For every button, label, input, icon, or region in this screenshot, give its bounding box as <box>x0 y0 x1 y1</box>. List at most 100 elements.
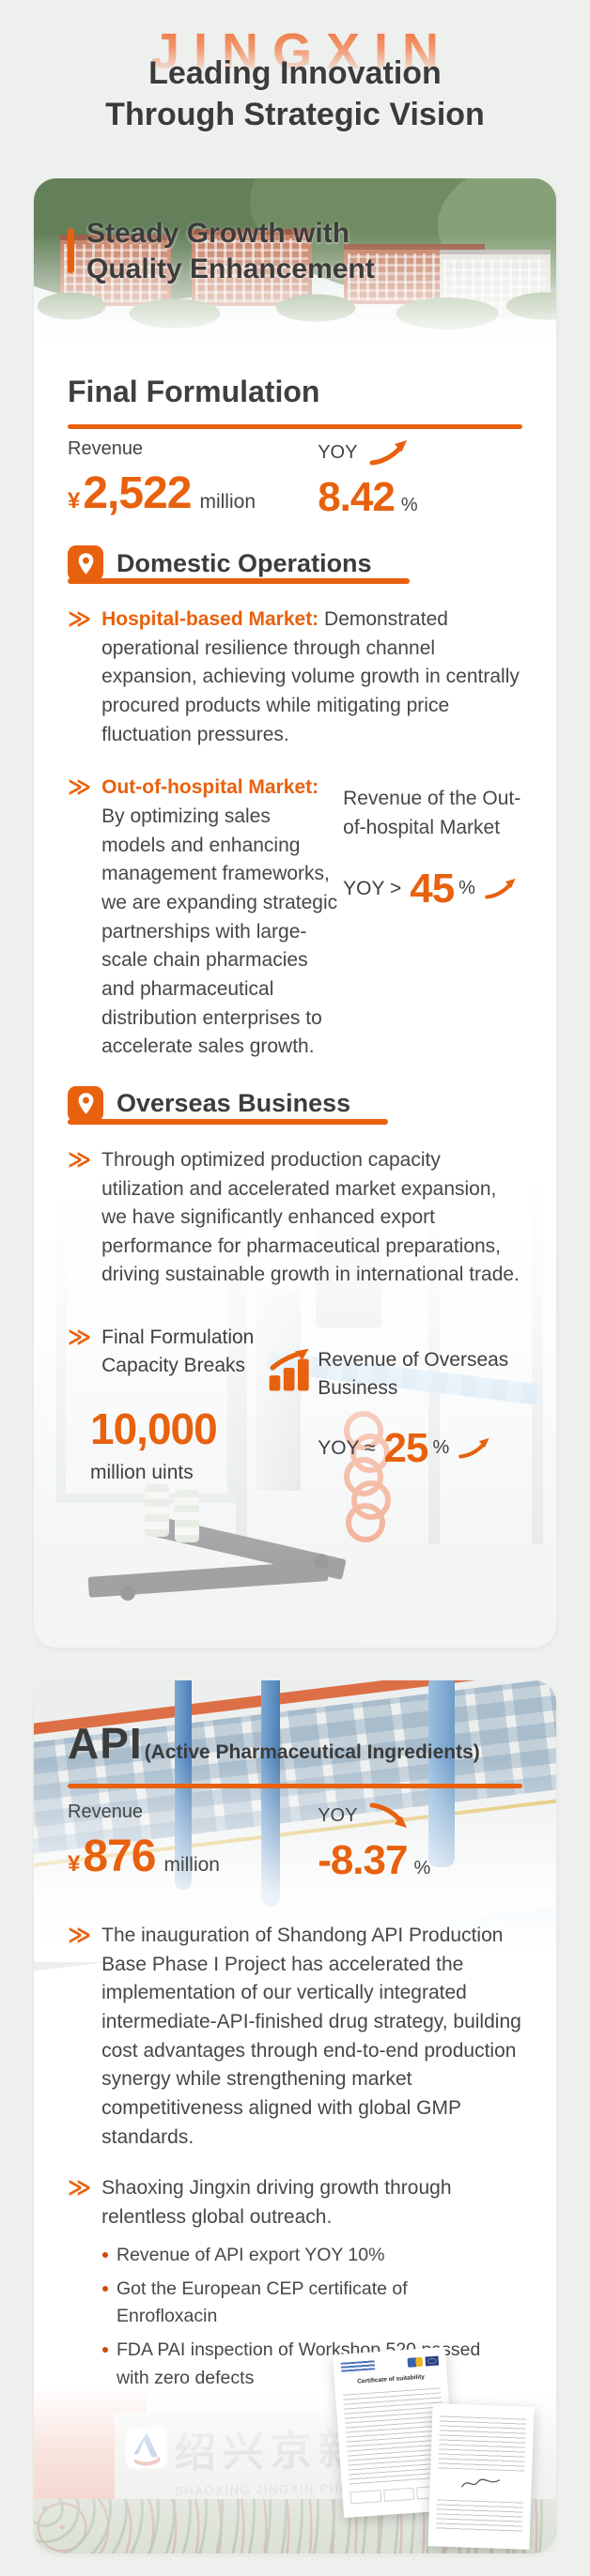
card1-revenue-row: Revenue ¥ 2,522 million YOY <box>68 438 522 521</box>
bullet-text: Through optimized production capacity ut… <box>101 1148 520 1286</box>
revenue-unit: million <box>163 1854 220 1876</box>
hero-title-line1: Steady Growth with <box>86 218 350 249</box>
currency-symbol: ¥ <box>68 488 81 514</box>
card1-body: Final Formulation Revenue ¥ 2,522 millio… <box>34 375 556 1484</box>
out-of-hospital-bullet: ≫ Out-of-hospital Market: By optimizing … <box>68 774 522 1062</box>
signature-icon <box>461 2478 501 2488</box>
capacity-caption: Final Formulation Capacity Breaks <box>101 1326 255 1376</box>
bullet-text: Demonstrated operational resilience thro… <box>101 608 520 745</box>
trend-up-icon <box>458 1438 489 1459</box>
edqm-logo <box>407 2356 424 2368</box>
dot-icon <box>102 2285 108 2292</box>
jingxin-watermark: JINGXIN <box>0 23 590 81</box>
out-of-hospital-stat: Revenue of the Out-of-hospital Market YO… <box>339 774 522 1062</box>
letterhead-lines <box>340 2360 376 2372</box>
segment-title: API <box>68 1719 143 1768</box>
revenue-block: Revenue ¥ 876 million <box>68 1802 318 1884</box>
dot-icon <box>102 2251 108 2258</box>
chevron-marker-icon: ≫ <box>68 1923 92 1948</box>
chevron-marker-icon: ≫ <box>68 774 92 801</box>
list-item-text: Got the European CEP certificate of Enro… <box>116 2277 408 2327</box>
global-outreach-bullet: ≫ Shaoxing Jingxin driving growth throug… <box>68 2174 522 2231</box>
segment-subtitle: (Active Pharmaceutical Ingredients) <box>144 1741 480 1763</box>
yoy-value: 8.42 <box>318 474 396 520</box>
api-title-row: API (Active Pharmaceutical Ingredients) <box>68 1718 522 1769</box>
capacity-unit: million uints <box>90 1462 194 1484</box>
list-item-text: Revenue of API export YOY 10% <box>116 2244 385 2265</box>
card2-body: API (Active Pharmaceutical Ingredients) … <box>34 1718 556 2392</box>
stat-label: YOY ≈ <box>318 1436 376 1459</box>
divider <box>68 424 522 429</box>
document-text-lines <box>435 2499 524 2535</box>
trend-up-icon <box>485 878 516 899</box>
chevron-marker-icon: ≫ <box>68 606 92 632</box>
list-item: FDA PAI inspection of Workshop 520 passe… <box>102 2337 522 2392</box>
chevron-marker-icon: ≫ <box>68 1146 92 1173</box>
company-logo <box>126 2427 167 2469</box>
page-title: Leading Innovation Through Strategic Vis… <box>0 0 590 135</box>
bar-chart-growth-icon <box>269 1348 309 1391</box>
currency-symbol: ¥ <box>68 1851 81 1877</box>
capacity-stat: ≫ Final Formulation Capacity Breaks 10,0… <box>68 1324 318 1484</box>
revenue-unit: million <box>199 491 256 513</box>
achievement-list: Revenue of API export YOY 10% Got the Eu… <box>102 2242 522 2392</box>
bullet-lead: Out-of-hospital Market: <box>101 776 319 799</box>
section-heading-label: Overseas Business <box>116 1089 351 1118</box>
yoy-unit: % <box>413 1858 431 1878</box>
trend-down-icon <box>369 1802 408 1828</box>
hospital-market-bullet: ≫ Hospital-based Market: Demonstrated op… <box>68 606 522 749</box>
stat-caption: Revenue of the Out-of-hospital Market <box>343 788 521 838</box>
section-heading-label: Domestic Operations <box>116 548 372 577</box>
location-pin-icon <box>68 545 103 581</box>
capacity-value: 10,000 <box>90 1404 218 1454</box>
stat-unit: % <box>458 878 475 899</box>
yoy-value: -8.37 <box>318 1837 408 1883</box>
domestic-operations-heading: Domestic Operations <box>68 545 410 584</box>
yoy-unit: % <box>400 495 418 515</box>
location-pin-icon <box>68 1085 103 1122</box>
segment-title: Final Formulation <box>68 375 320 408</box>
factory-photo <box>34 1680 556 1973</box>
page-title-line2: Through Strategic Vision <box>105 97 485 133</box>
revenue-label: Revenue <box>68 438 144 459</box>
stat-value: 45 <box>410 865 455 912</box>
trend-up-icon <box>369 440 408 466</box>
final-formulation-card: Steady Growth with Quality Enhancement F… <box>34 178 556 1648</box>
yoy-label: YOY <box>318 1804 358 1826</box>
api-card: API (Active Pharmaceutical Ingredients) … <box>34 1680 556 2553</box>
yoy-label: YOY <box>318 441 358 463</box>
card2-revenue-row: Revenue ¥ 876 million YOY <box>68 1802 522 1884</box>
stat-caption: Revenue of Overseas Business <box>318 1349 509 1399</box>
shandong-base-bullet: ≫ The inauguration of Shandong API Produ… <box>68 1922 522 2152</box>
list-item: Revenue of API export YOY 10% <box>102 2242 522 2269</box>
certificate-page-2 <box>427 2403 535 2550</box>
divider <box>68 1784 522 1788</box>
stat-label: YOY > <box>343 877 402 899</box>
yoy-block: YOY 8.42 % <box>318 438 522 521</box>
bullet-text: The inauguration of Shandong API Product… <box>101 1924 521 2148</box>
campus-photo: Steady Growth with Quality Enhancement <box>34 178 556 361</box>
hero-title-line2: Quality Enhancement <box>86 253 375 285</box>
overseas-stats-row: ≫ Final Formulation Capacity Breaks 10,0… <box>68 1324 522 1484</box>
certificate-title: Certificate of suitability <box>356 2373 426 2385</box>
page-header: JINGXIN Leading Innovation Through Strat… <box>0 0 590 178</box>
stat-unit: % <box>432 1437 450 1459</box>
chevron-marker-icon: ≫ <box>68 2175 92 2201</box>
bullet-lead: Hospital-based Market: <box>101 608 319 630</box>
list-item: Got the European CEP certificate of Enro… <box>102 2276 522 2331</box>
chevron-marker-icon: ≫ <box>68 1325 92 1351</box>
revenue-value: 2,522 <box>83 468 192 518</box>
bullet-text: By optimizing sales models and enhancing… <box>101 805 338 1058</box>
overseas-bullet: ≫ Through optimized production capacity … <box>68 1146 522 1290</box>
list-item-text: FDA PAI inspection of Workshop 520 passe… <box>116 2339 481 2388</box>
eu-flag-icon <box>425 2355 440 2367</box>
dot-icon <box>102 2347 108 2354</box>
card1-hero-title: Steady Growth with Quality Enhancement <box>68 216 375 288</box>
revenue-value: 876 <box>83 1832 156 1881</box>
overseas-business-heading: Overseas Business <box>68 1085 389 1125</box>
revenue-block: Revenue ¥ 2,522 million <box>68 438 318 521</box>
document-text-lines <box>438 2415 527 2472</box>
stat-value: 25 <box>383 1424 429 1471</box>
bullet-text: Shaoxing Jingxin driving growth through … <box>101 2177 452 2228</box>
